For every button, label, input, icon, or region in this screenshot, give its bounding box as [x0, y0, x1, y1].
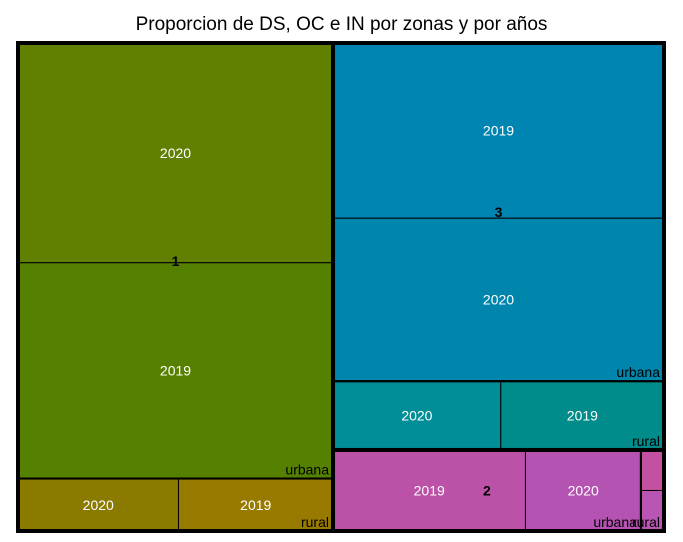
- zone-label-rural: rural: [301, 514, 329, 530]
- treemap-cell-2-rural-0: [640, 449, 665, 491]
- cell-label-2019: 2019: [240, 497, 271, 513]
- cell-label-2020: 2020: [160, 145, 191, 161]
- group-label-3: 3: [495, 204, 503, 220]
- treemap-cell-2-urbana-2019: [332, 449, 526, 532]
- treemap-cell-3-rural-2019: [500, 380, 665, 451]
- cell-label-2019: 2019: [567, 408, 598, 424]
- group-label-1: 1: [172, 253, 180, 269]
- treemap-cell-1-urbana-2019: [17, 262, 334, 480]
- cell-label-2020: 2020: [83, 497, 114, 513]
- cell-label-2019: 2019: [483, 123, 514, 139]
- cell-label-2019: 2019: [160, 363, 191, 379]
- treemap-cell-3-urbana-2020: [332, 217, 665, 382]
- group-label-2: 2: [483, 482, 491, 498]
- cell-label-2020: 2020: [401, 408, 432, 424]
- cell-label-2020: 2020: [483, 292, 514, 308]
- zone-label-rural: rural: [632, 514, 660, 530]
- zone-label-urbana: urbana: [593, 514, 637, 530]
- cell-label-2020: 2020: [568, 482, 599, 498]
- cell-label-2019: 2019: [414, 482, 445, 498]
- treemap-cell-3-rural-2020: [332, 380, 502, 451]
- zone-label-urbana: urbana: [285, 462, 329, 478]
- chart-title: Proporcion de DS, OC e IN por zonas y po…: [135, 14, 548, 35]
- zone-label-rural: rural: [632, 433, 660, 449]
- zone-label-urbana: urbana: [616, 364, 660, 380]
- group-border-2: [331, 447, 666, 533]
